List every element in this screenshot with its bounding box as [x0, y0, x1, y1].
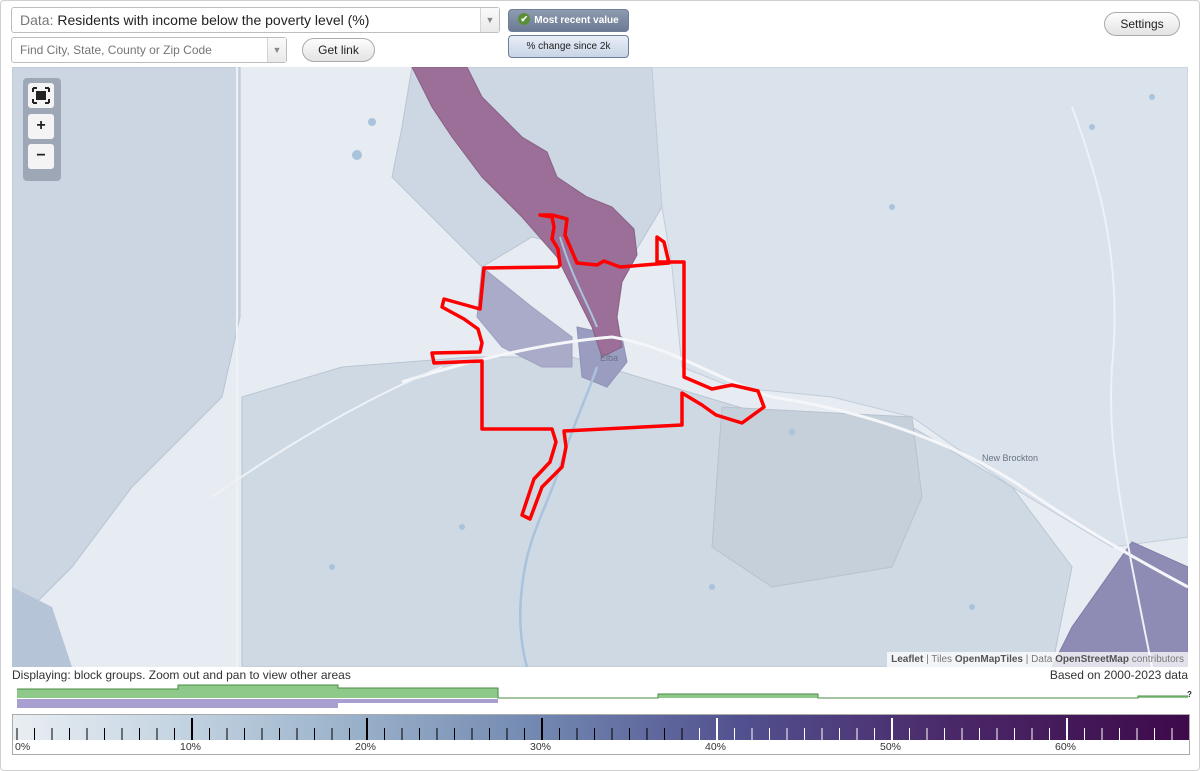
pond: [969, 604, 975, 610]
hist-bar-green: [338, 688, 498, 698]
hist-bar-green: [658, 694, 818, 698]
most-recent-label: Most recent value: [534, 15, 619, 26]
pond: [368, 118, 376, 126]
hist-outline-green: [17, 684, 1188, 699]
hist-bar-purple: [17, 699, 178, 708]
river: [519, 366, 599, 667]
fullscreen-icon[interactable]: [28, 83, 54, 108]
hist-bar-green: [1138, 696, 1188, 698]
zoom-in-button[interactable]: +: [28, 114, 54, 139]
pond: [352, 150, 362, 160]
data-prefix: | Data: [1025, 654, 1053, 665]
openstreetmap-link[interactable]: OpenStreetMap: [1055, 654, 1129, 665]
pond: [889, 204, 895, 210]
chevron-down-icon[interactable]: ▼: [267, 38, 286, 62]
histogram-help[interactable]: ?: [1187, 690, 1192, 699]
legend-tick-label: 20%: [355, 741, 377, 753]
zoom-controls: + −: [23, 78, 61, 181]
most-recent-value-toggle[interactable]: ✔ Most recent value: [508, 9, 629, 32]
block-group-medium-west[interactable]: [476, 266, 573, 368]
display-status: Displaying: block groups. Zoom out and p…: [12, 668, 351, 682]
get-link-button[interactable]: Get link: [302, 38, 375, 62]
hist-bar-purple: [338, 699, 498, 703]
hist-bar-purple: [178, 699, 338, 708]
check-icon: ✔: [518, 13, 531, 26]
pond: [709, 584, 715, 590]
minus-icon: −: [36, 147, 46, 164]
chevron-down-icon[interactable]: ▼: [480, 8, 499, 32]
block-group-southwest[interactable]: [12, 587, 72, 667]
color-legend[interactable]: 0% 10% 20% 30% 40% 50% 60%: [12, 714, 1190, 755]
pond: [1149, 94, 1155, 100]
pond: [459, 524, 465, 530]
fullscreen-glyph: [32, 87, 50, 104]
hist-bar-green: [17, 689, 178, 698]
data-select[interactable]: Data: Residents with income below the po…: [11, 7, 500, 33]
north-south-road: [1071, 106, 1153, 667]
percent-change-label: % change since 2k: [526, 41, 611, 52]
data-select-value: Residents with income below the poverty …: [57, 12, 370, 28]
data-select-prefix: Data:: [20, 12, 54, 28]
map-canvas[interactable]: Elba New Brockton: [12, 67, 1188, 667]
contributors-text: contributors: [1131, 654, 1184, 665]
search-field[interactable]: ▼: [11, 37, 287, 63]
map-svg: [12, 67, 1188, 667]
block-group-southeast[interactable]: [711, 406, 923, 588]
hist-bar-green: [178, 685, 338, 698]
legend-tick-label: 40%: [705, 741, 727, 753]
legend-tick-label: 30%: [530, 741, 552, 753]
west-road: [211, 366, 443, 498]
openmaptiles-link[interactable]: OpenMapTiles: [954, 654, 1023, 665]
selected-city-boundary[interactable]: [430, 213, 766, 521]
river-north: [559, 236, 598, 328]
legend-tick-label: 50%: [880, 741, 902, 753]
distribution-histogram: [17, 684, 1188, 708]
legend-gradient: [13, 715, 1189, 740]
tiles-prefix: | Tiles: [926, 654, 953, 665]
legend-tick-label: 0%: [15, 741, 31, 753]
block-group-east[interactable]: [651, 67, 1188, 548]
legend-tick-label: 10%: [180, 741, 202, 753]
block-group-southeast-corner[interactable]: [1051, 541, 1188, 667]
zoom-out-button[interactable]: −: [28, 144, 54, 169]
place-label-nearby: New Brockton: [982, 453, 1039, 463]
pond: [329, 564, 335, 570]
legend-tick-label: 60%: [1055, 741, 1077, 753]
map-attribution: Leaflet | Tiles OpenMapTiles | Data Open…: [887, 652, 1188, 667]
legend-labels: 0% 10% 20% 30% 40% 50% 60%: [13, 740, 1189, 754]
plus-icon: +: [36, 117, 46, 134]
leaflet-link[interactable]: Leaflet: [891, 654, 924, 665]
percent-change-toggle[interactable]: % change since 2k: [508, 35, 629, 58]
data-range-note: Based on 2000-2023 data: [1049, 668, 1188, 682]
block-group-high-poverty[interactable]: [411, 67, 638, 358]
pond: [1089, 124, 1095, 130]
place-label-town: Elba: [600, 353, 619, 363]
settings-button[interactable]: Settings: [1104, 12, 1180, 36]
legend-ticks: [16, 718, 1173, 740]
pond: [789, 429, 795, 435]
search-input[interactable]: [20, 43, 260, 57]
highway-road: [401, 335, 1188, 589]
